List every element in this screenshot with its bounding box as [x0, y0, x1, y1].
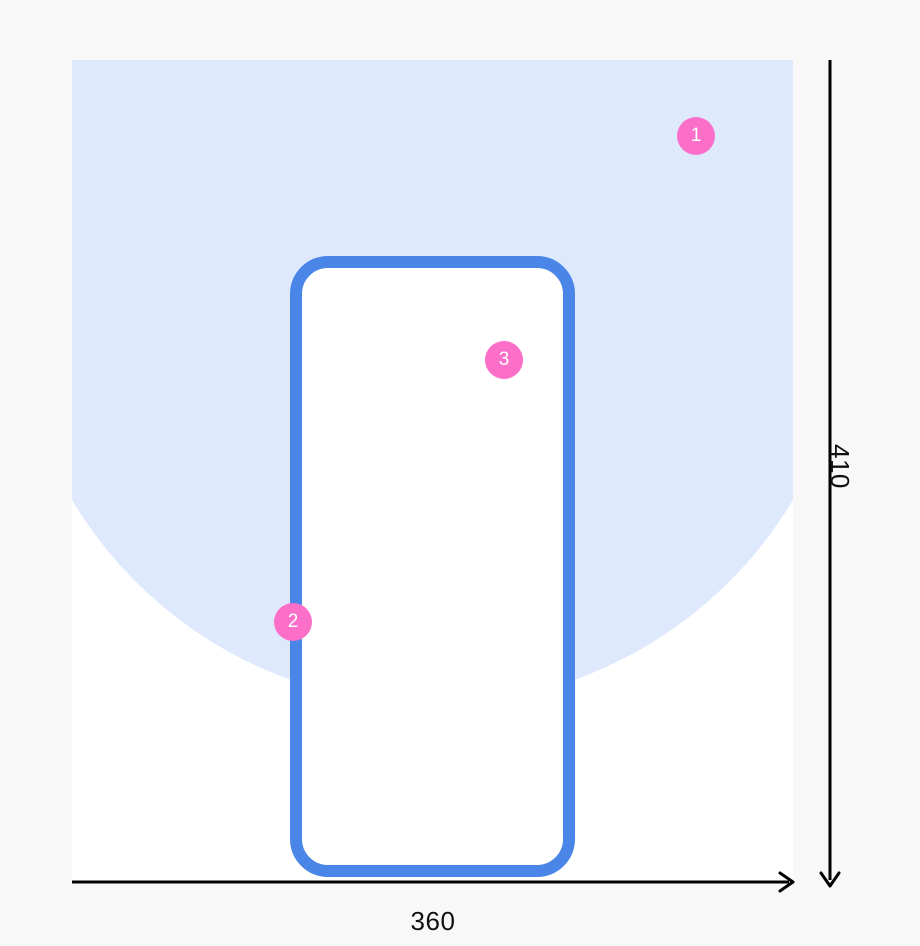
annotation-badge-1[interactable]: 1	[677, 117, 715, 155]
height-dimension-label: 410	[825, 444, 855, 489]
phone-frame	[290, 256, 575, 877]
annotation-badge-2[interactable]: 2	[274, 603, 312, 641]
annotation-badge-3[interactable]: 3	[485, 341, 523, 379]
width-dimension-label: 360	[410, 906, 456, 936]
width-axis-arrowhead	[778, 871, 795, 893]
height-axis-arrowhead	[819, 871, 841, 888]
